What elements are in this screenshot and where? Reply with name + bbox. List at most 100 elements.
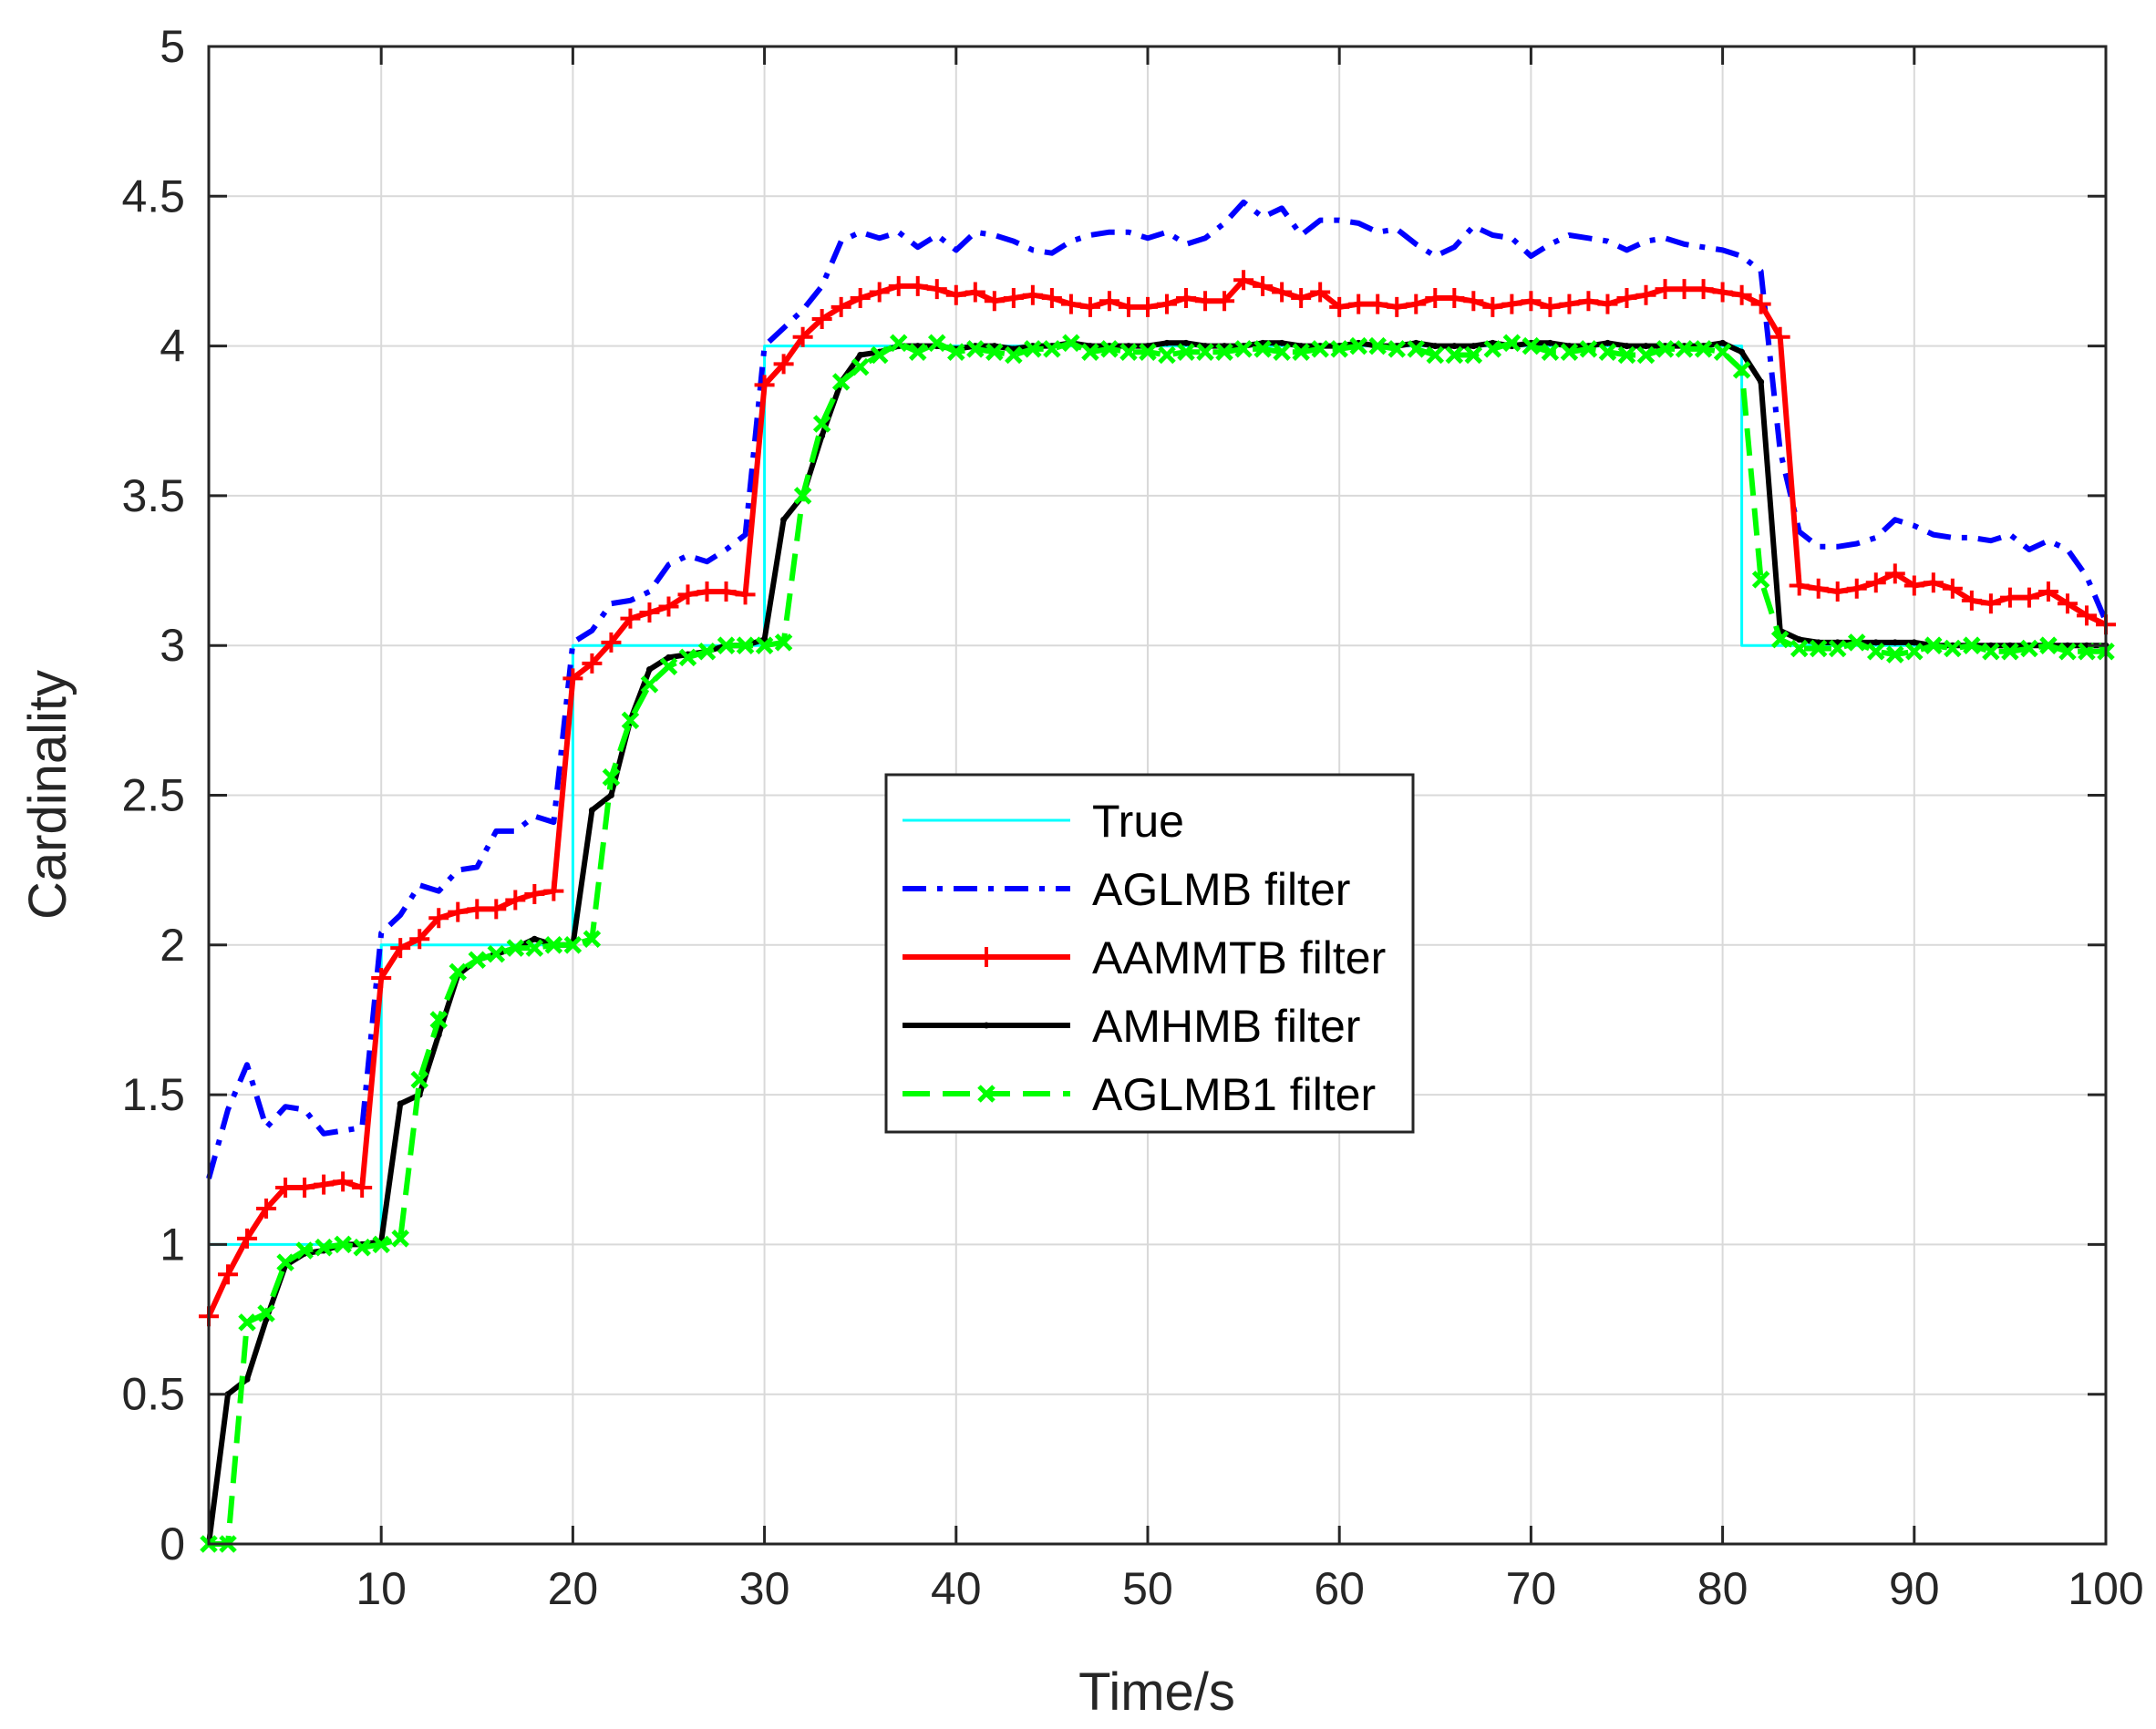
point-aammtb-filter-36 — [888, 275, 909, 296]
point-aammtb-filter-66 — [1463, 291, 1484, 312]
point-aglmb1-filter-86 — [1847, 633, 1866, 652]
point-amhmb-filter-87 — [1872, 639, 1880, 646]
point-aglmb1-filter-74 — [1617, 345, 1636, 365]
point-aglmb1-filter-77 — [1675, 340, 1694, 358]
point-amhmb-filter-73 — [1604, 339, 1611, 346]
point-aglmb1-filter-11 — [410, 1070, 428, 1089]
point-aglmb1-filter-88 — [1886, 645, 1904, 664]
point-aglmb1-filter-84 — [1809, 639, 1828, 658]
point-aglmb1-filter-53 — [1215, 343, 1233, 361]
y-tick-label-6: 3 — [160, 620, 185, 671]
point-aammtb-filter-76 — [1655, 279, 1676, 300]
point-aammtb-filter-88 — [1884, 563, 1905, 584]
point-amhmb-filter-1 — [224, 1391, 232, 1398]
point-aglmb1-filter-34 — [851, 357, 870, 376]
point-aammtb-filter-69 — [1521, 291, 1542, 312]
point-aammtb-filter-35 — [869, 282, 890, 303]
point-aammtb-filter-9 — [371, 967, 392, 988]
point-aammtb-filter-47 — [1099, 291, 1119, 312]
x-tick-label-4: 50 — [1122, 1563, 1173, 1614]
point-aammtb-filter-3 — [256, 1198, 277, 1219]
point-aammtb-filter-53 — [1214, 291, 1235, 312]
point-aammtb-filter-43 — [1022, 284, 1043, 305]
y-tick-label-7: 3.5 — [121, 470, 185, 521]
point-aglmb1-filter-65 — [1445, 345, 1464, 365]
point-aglmb1-filter-18 — [544, 936, 563, 954]
point-amhmb-filter-21 — [607, 792, 614, 798]
point-aammtb-filter-90 — [1923, 572, 1944, 593]
point-amhmb-filter-30 — [780, 516, 788, 523]
point-aammtb-filter-77 — [1674, 279, 1695, 300]
point-aglmb1-filter-20 — [583, 930, 602, 948]
point-aglmb1-filter-81 — [1751, 571, 1770, 589]
point-aglmb1-filter-75 — [1636, 345, 1656, 365]
point-aammtb-filter-4 — [275, 1177, 296, 1198]
series-line-amhmb-filter — [206, 340, 2106, 1545]
point-aammtb-filter-33 — [830, 296, 851, 317]
point-aglmb1-filter-44 — [1043, 340, 1061, 358]
point-aglmb1-filter-68 — [1502, 334, 1522, 353]
point-aglmb1-filter-25 — [678, 648, 697, 667]
point-amhmb-filter-34 — [857, 351, 864, 358]
point-aglmb1-filter-54 — [1234, 340, 1253, 358]
point-aammtb-filter-83 — [1789, 575, 1810, 596]
point-aglmb1-filter-45 — [1062, 334, 1080, 353]
point-aglmb1-filter-29 — [755, 636, 774, 654]
point-aglmb1-filter-59 — [1330, 340, 1348, 358]
point-aglmb1-filter-17 — [525, 939, 544, 957]
y-tick-label-8: 4 — [160, 321, 185, 372]
point-aammtb-filter-31 — [792, 326, 813, 347]
point-aglmb1-filter-91 — [1944, 639, 1962, 658]
point-aglmb1-filter-78 — [1694, 340, 1713, 358]
point-aglmb1-filter-92 — [1963, 636, 1981, 654]
point-aammtb-filter-70 — [1540, 296, 1561, 317]
point-amhmb-filter-56 — [1278, 339, 1285, 346]
point-aglmb1-filter-7 — [334, 1235, 352, 1254]
point-aglmb1-filter-41 — [985, 343, 1004, 361]
point-aglmb1-filter-15 — [487, 944, 506, 963]
y-tick-label-1: 0.5 — [121, 1369, 185, 1420]
point-amhmb-filter-24 — [665, 654, 672, 661]
point-amhmb-filter-51 — [1182, 339, 1190, 346]
point-aammtb-filter-32 — [811, 309, 832, 330]
point-aglmb1-filter-24 — [659, 657, 678, 675]
point-aglmb1-filter-47 — [1100, 340, 1119, 358]
point-aammtb-filter-12 — [428, 908, 449, 929]
x-tick-label-8: 90 — [1889, 1563, 1940, 1614]
point-aglmb1-filter-26 — [697, 643, 717, 661]
point-amhmb-filter-70 — [1546, 339, 1553, 346]
point-aammtb-filter-22 — [620, 608, 641, 629]
point-aammtb-filter-27 — [716, 581, 737, 602]
point-aammtb-filter-10 — [390, 938, 411, 959]
tick-labels: 10 20 30 40 50 60 70 80 90 100 0 0.5 1 1.5 2 2.5 3 3.5 4 4.… — [121, 21, 2143, 1614]
point-amhmb-filter-17 — [531, 935, 538, 942]
point-aammtb-filter-28 — [735, 584, 756, 605]
point-aammtb-filter-92 — [1961, 590, 1982, 611]
point-aammtb-filter-5 — [294, 1177, 315, 1198]
y-axis-label: Cardinality — [18, 670, 77, 920]
legend-marker-aammtb-filter — [976, 947, 996, 967]
point-amhmb-filter-65 — [1450, 343, 1458, 350]
point-aammtb-filter-16 — [505, 890, 526, 911]
point-aglmb1-filter-37 — [908, 343, 927, 361]
point-aammtb-filter-57 — [1291, 288, 1312, 309]
point-aammtb-filter-21 — [601, 632, 622, 653]
point-aammtb-filter-93 — [1980, 593, 2001, 614]
point-aglmb1-filter-33 — [831, 373, 851, 391]
point-aammtb-filter-1 — [218, 1264, 239, 1285]
point-aglmb1-filter-22 — [621, 711, 640, 730]
point-aglmb1-filter-9 — [372, 1235, 390, 1254]
point-aglmb1-filter-62 — [1387, 340, 1407, 358]
point-aglmb1-filter-49 — [1139, 343, 1157, 361]
point-aglmb1-filter-76 — [1656, 340, 1675, 358]
point-aammtb-filter-94 — [1999, 587, 2020, 608]
x-tick-label-6: 70 — [1506, 1563, 1557, 1614]
ticks — [209, 45, 2108, 1546]
point-aammtb-filter-50 — [1157, 293, 1178, 314]
point-aammtb-filter-65 — [1444, 288, 1465, 309]
point-aglmb1-filter-95 — [2020, 639, 2038, 658]
point-aammtb-filter-87 — [1865, 572, 1886, 593]
point-aglmb1-filter-83 — [1790, 639, 1809, 658]
legend-label-aglmb1-filter: AGLMB1 filter — [1092, 1069, 1376, 1120]
